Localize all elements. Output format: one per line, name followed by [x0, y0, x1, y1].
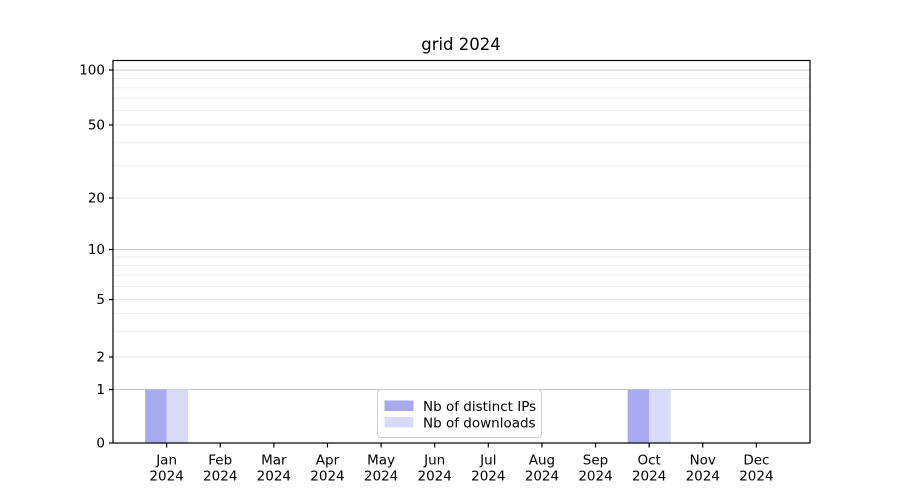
x-tick-label-month: Mar	[261, 453, 287, 469]
x-tick-label-month: Jul	[479, 453, 496, 469]
x-tick-label-year: 2024	[471, 469, 505, 485]
x-tick-label-year: 2024	[632, 469, 666, 485]
x-tick-label-month: May	[367, 453, 395, 469]
x-tick-label-month: Dec	[743, 453, 769, 469]
y-tick-label: 50	[88, 118, 105, 134]
x-tick-label-year: 2024	[203, 469, 237, 485]
axis-ticks	[109, 69, 757, 448]
x-tick-label-year: 2024	[418, 469, 452, 485]
legend-swatch-downloads	[384, 417, 414, 428]
bar-nb-of-downloads-oct	[649, 389, 671, 443]
x-tick-label-year: 2024	[578, 469, 612, 485]
x-tick-label-month: Feb	[208, 453, 232, 469]
y-tick-labels: 0 1 2 5 10 20 50 100	[79, 63, 105, 452]
x-tick-label-year: 2024	[525, 469, 559, 485]
bar-nb-of-downloads-jan	[166, 389, 189, 443]
y-tick-label: 100	[79, 63, 105, 79]
x-tick-label-month: Nov	[690, 453, 716, 469]
x-tick-label-year: 2024	[149, 469, 183, 485]
x-tick-label-year: 2024	[686, 469, 720, 485]
bar-nb-of-distinct-ips-oct	[627, 389, 650, 443]
x-tick-label-month: Aug	[529, 453, 555, 469]
y-tick-label: 20	[88, 191, 105, 207]
legend-label-downloads: Nb of downloads	[423, 416, 536, 432]
x-tick-label-month: Sep	[583, 453, 608, 469]
x-tick-label-month: Jan	[155, 453, 177, 469]
bars	[145, 389, 671, 443]
y-tick-label: 10	[88, 242, 105, 258]
gridlines	[113, 69, 810, 390]
x-tick-label-month: Jun	[423, 453, 445, 469]
x-tick-label-year: 2024	[310, 469, 344, 485]
bar-nb-of-distinct-ips-jan	[145, 389, 167, 443]
y-tick-label: 5	[96, 292, 105, 308]
y-tick-label: 0	[96, 436, 105, 452]
x-tick-label-year: 2024	[257, 469, 291, 485]
x-tick-label-month: Oct	[637, 453, 660, 469]
x-tick-label-year: 2024	[739, 469, 773, 485]
legend-label-distinct-ips: Nb of distinct IPs	[423, 399, 536, 415]
y-tick-label: 1	[96, 382, 105, 398]
chart-title: grid 2024	[421, 35, 501, 54]
x-tick-label-year: 2024	[364, 469, 398, 485]
plot-border	[112, 59, 811, 444]
legend: Nb of distinct IPs Nb of downloads	[377, 389, 542, 438]
y-tick-label: 2	[96, 350, 105, 366]
x-tick-labels: Jan2024Feb2024Mar2024Apr2024May2024Jun20…	[149, 453, 773, 485]
x-tick-label-month: Apr	[316, 453, 340, 469]
legend-swatch-distinct-ips	[384, 400, 414, 411]
legend-box	[377, 389, 542, 438]
